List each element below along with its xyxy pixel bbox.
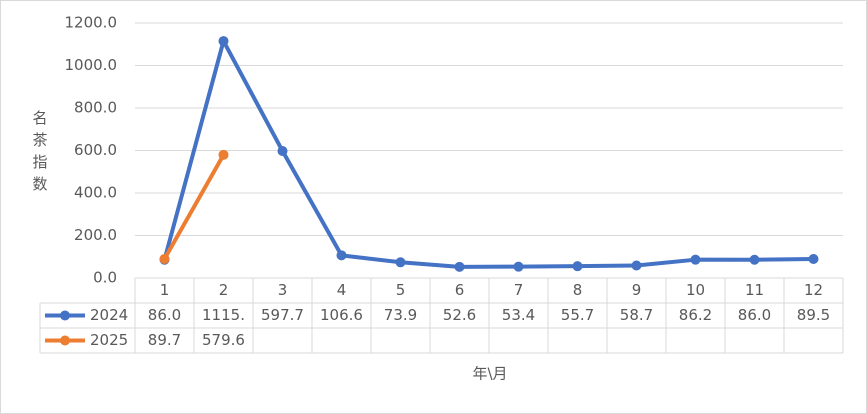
data-table-value: 89.5 bbox=[797, 306, 830, 324]
x-tick-label: 12 bbox=[804, 281, 823, 299]
data-table-value: 86.0 bbox=[738, 306, 771, 324]
y-tick-label: 400.0 bbox=[74, 184, 117, 202]
y-tick-label: 1200.0 bbox=[65, 14, 118, 32]
x-tick-label: 9 bbox=[632, 281, 642, 299]
x-tick-label: 6 bbox=[455, 281, 465, 299]
data-table-value: 52.6 bbox=[443, 306, 476, 324]
x-tick-label: 5 bbox=[396, 281, 406, 299]
data-table-value: 1115. bbox=[202, 306, 245, 324]
y-tick-label: 800.0 bbox=[74, 99, 117, 117]
x-tick-label: 1 bbox=[160, 281, 170, 299]
data-table-value: 53.4 bbox=[502, 306, 535, 324]
data-point bbox=[749, 254, 760, 265]
data-point bbox=[277, 145, 288, 156]
data-table-value: 55.7 bbox=[561, 306, 594, 324]
data-table-value: 73.9 bbox=[384, 306, 417, 324]
data-table-value: 89.7 bbox=[148, 331, 181, 349]
data-table-value: 597.7 bbox=[261, 306, 304, 324]
data-point bbox=[159, 253, 170, 264]
y-tick-label: 1000.0 bbox=[65, 56, 118, 74]
data-point bbox=[513, 261, 524, 272]
legend-marker bbox=[60, 310, 70, 321]
series-line bbox=[162, 153, 226, 260]
y-tick-label: 200.0 bbox=[74, 226, 117, 244]
data-point bbox=[690, 254, 701, 265]
legend-label: 2024 bbox=[90, 306, 128, 324]
data-point bbox=[808, 253, 819, 264]
x-tick-label: 11 bbox=[745, 281, 764, 299]
x-tick-label: 8 bbox=[573, 281, 583, 299]
data-table-value: 58.7 bbox=[620, 306, 653, 324]
x-tick-label: 2 bbox=[219, 281, 229, 299]
y-tick-label: 600.0 bbox=[74, 141, 117, 159]
y-tick-label: 0.0 bbox=[93, 269, 117, 287]
x-tick-label: 4 bbox=[337, 281, 347, 299]
data-table-value: 106.6 bbox=[320, 306, 363, 324]
data-point bbox=[218, 36, 229, 47]
data-point bbox=[336, 250, 347, 261]
x-axis-label: 年\月 bbox=[472, 365, 507, 383]
series-line bbox=[162, 39, 814, 269]
data-point bbox=[631, 260, 642, 271]
x-tick-label: 7 bbox=[514, 281, 524, 299]
x-tick-label: 3 bbox=[278, 281, 288, 299]
data-table-value: 579.6 bbox=[202, 331, 245, 349]
data-table-value: 86.2 bbox=[679, 306, 712, 324]
legend-label: 2025 bbox=[90, 331, 128, 349]
x-tick-label: 10 bbox=[686, 281, 705, 299]
data-point bbox=[218, 149, 229, 160]
data-point bbox=[572, 261, 583, 272]
y-axis-label: 名茶指数 bbox=[32, 109, 47, 193]
data-point bbox=[395, 257, 406, 268]
data-table-value: 86.0 bbox=[148, 306, 181, 324]
data-point bbox=[454, 261, 465, 272]
legend-marker bbox=[60, 335, 70, 346]
